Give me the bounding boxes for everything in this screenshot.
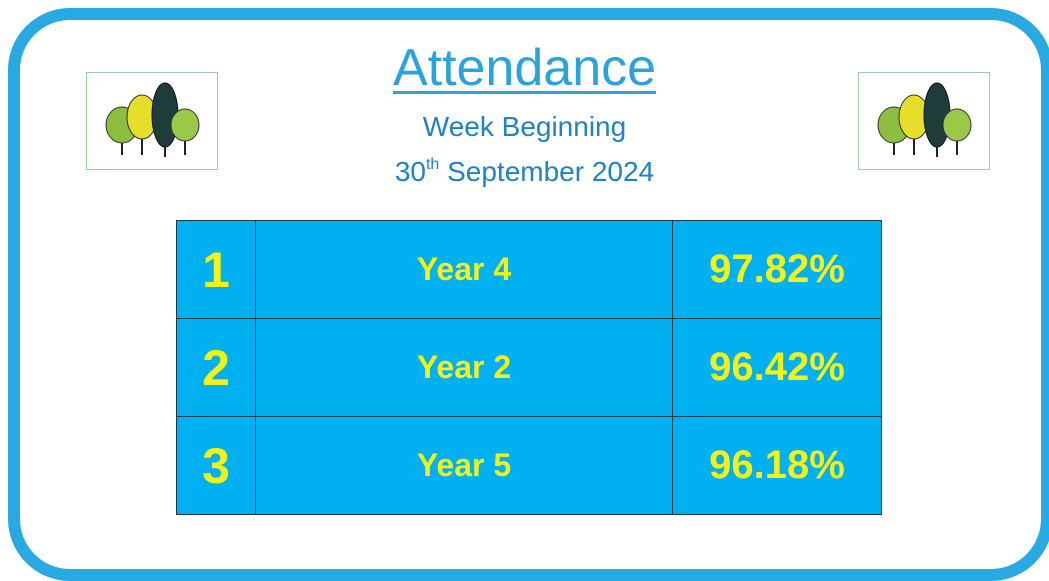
rank: 1 — [177, 221, 256, 319]
percentage: 96.42% — [673, 319, 882, 417]
date-suffix: th — [426, 156, 439, 173]
year-group: Year 4 — [256, 221, 673, 319]
percentage: 97.82% — [673, 221, 882, 319]
rank: 2 — [177, 319, 256, 417]
date-rest: September 2024 — [447, 156, 654, 187]
year-group: Year 2 — [256, 319, 673, 417]
title: Attendance — [393, 39, 656, 97]
year-group: Year 5 — [256, 417, 673, 515]
page: Attendance Week Beginning 30th September… — [0, 0, 1049, 577]
title-wrap: Attendance — [0, 38, 1049, 98]
subtitle: Week Beginning — [0, 110, 1049, 144]
date-day: 30 — [395, 156, 426, 187]
date: 30th September 2024 — [0, 148, 1049, 189]
rank: 3 — [177, 417, 256, 515]
percentage: 96.18% — [673, 417, 882, 515]
